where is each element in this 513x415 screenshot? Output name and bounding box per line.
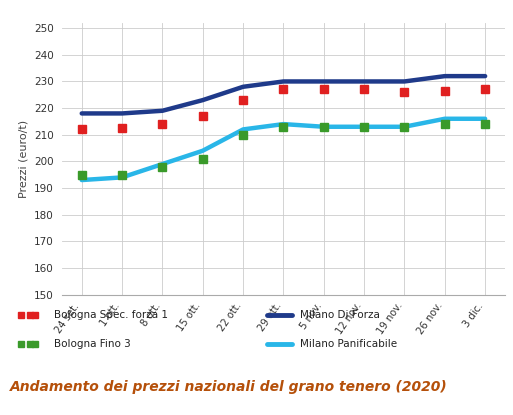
Text: Milano Di Forza: Milano Di Forza xyxy=(300,310,380,320)
Text: Bologna Fino 3: Bologna Fino 3 xyxy=(54,339,131,349)
Y-axis label: Prezzi (euro/t): Prezzi (euro/t) xyxy=(18,120,29,198)
Text: Andamento dei prezzi nazionali del grano tenero (2020): Andamento dei prezzi nazionali del grano… xyxy=(10,380,448,394)
Text: Bologna Spec. forza 1: Bologna Spec. forza 1 xyxy=(54,310,168,320)
Text: Milano Panificabile: Milano Panificabile xyxy=(300,339,397,349)
